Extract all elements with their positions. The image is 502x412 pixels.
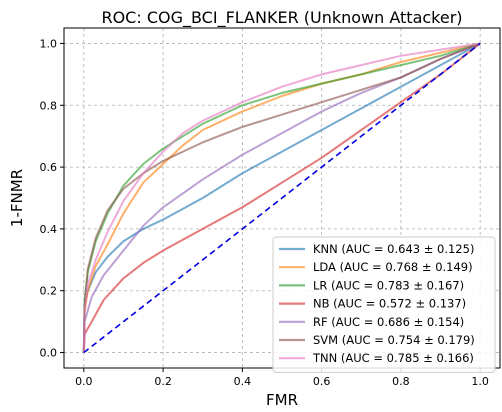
legend-label-lr: LR (AUC = 0.783 ± 0.167) xyxy=(313,278,464,292)
x-tick-label: 1.0 xyxy=(471,375,489,388)
x-tick-label: 0.0 xyxy=(75,375,93,388)
y-tick-label: 0.6 xyxy=(40,161,58,174)
legend-label-rf: RF (AUC = 0.686 ± 0.154) xyxy=(313,315,464,329)
legend-label-knn: KNN (AUC = 0.643 ± 0.125) xyxy=(313,242,474,256)
y-tick-label: 0.4 xyxy=(40,223,58,236)
x-tick-label: 0.4 xyxy=(234,375,252,388)
axis-ticks: 0.0 0.2 0.4 0.6 0.8 1.0 0.0 0.2 0.4 0.6 0.8 1.0 xyxy=(40,37,489,388)
roc-line-tnn xyxy=(82,42,481,353)
y-tick-label: 0.8 xyxy=(40,99,58,112)
legend-label-nb: NB (AUC = 0.572 ± 0.137) xyxy=(313,297,466,311)
legend-label-lda: LDA (AUC = 0.768 ± 0.149) xyxy=(313,260,473,274)
legend-box xyxy=(272,236,496,373)
y-tick-label: 1.0 xyxy=(40,37,58,50)
legend: KNN (AUC = 0.643 ± 0.125) LDA (AUC = 0.76… xyxy=(272,236,496,373)
chart-title: ROC: COG_BCI_FLANKER (Unknown Attacker) xyxy=(101,8,462,28)
y-tick-label: 0.0 xyxy=(40,347,58,360)
x-tick-label: 0.2 xyxy=(154,375,172,388)
series-layer xyxy=(82,42,481,354)
roc-line-lda xyxy=(82,42,481,353)
roc-line-svm xyxy=(82,42,481,353)
x-tick-label: 0.6 xyxy=(313,375,331,388)
x-tick-label: 0.8 xyxy=(392,375,410,388)
y-axis-label: 1-FNMR xyxy=(8,169,26,227)
legend-label-tnn: TNN (AUC = 0.785 ± 0.166) xyxy=(312,351,474,365)
y-tick-label: 0.2 xyxy=(40,285,58,298)
chance-line xyxy=(83,42,481,354)
x-axis-label: FMR xyxy=(266,391,298,409)
legend-label-svm: SVM (AUC = 0.754 ± 0.179) xyxy=(313,333,475,347)
roc-line-nb xyxy=(82,42,481,353)
